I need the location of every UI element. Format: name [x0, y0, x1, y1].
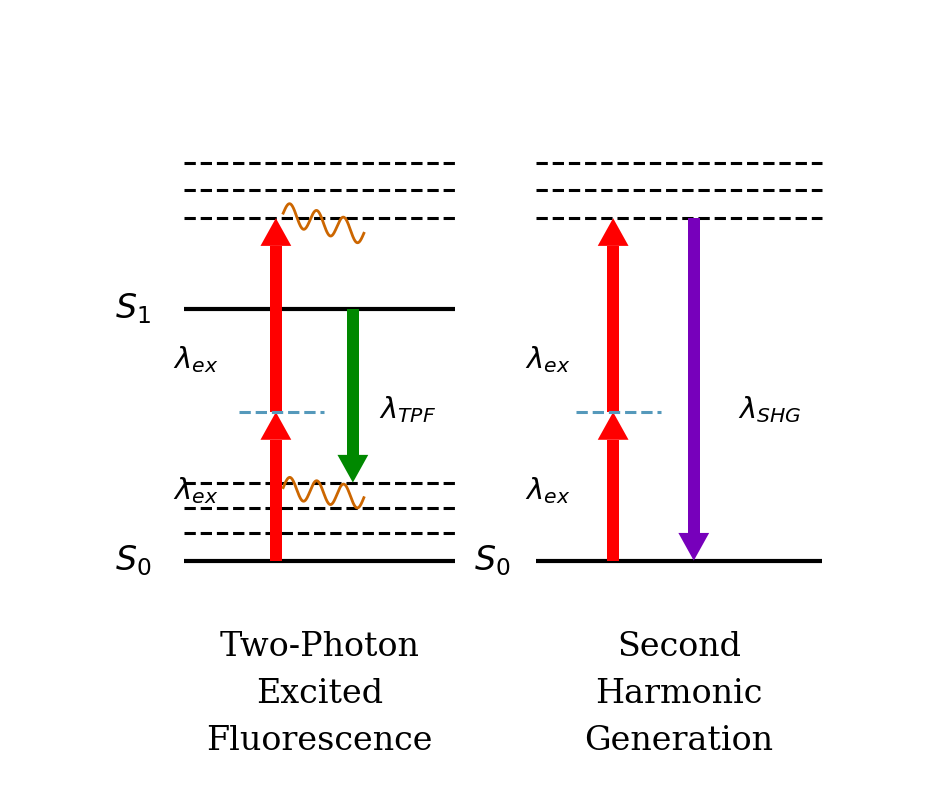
Bar — [347, 309, 359, 455]
Text: $\lambda_{ex}$: $\lambda_{ex}$ — [173, 474, 219, 505]
Text: $\lambda_{ex}$: $\lambda_{ex}$ — [525, 344, 570, 375]
Text: Two-Photon
Excited
Fluorescence: Two-Photon Excited Fluorescence — [206, 631, 433, 757]
Polygon shape — [598, 412, 628, 440]
Text: Second
Harmonic
Generation: Second Harmonic Generation — [585, 631, 774, 757]
Polygon shape — [260, 218, 291, 246]
Text: $S_1$: $S_1$ — [115, 291, 151, 326]
Text: $\lambda_{ex}$: $\lambda_{ex}$ — [173, 344, 219, 375]
Bar — [270, 246, 282, 412]
Polygon shape — [338, 455, 368, 483]
Bar — [607, 246, 619, 412]
Text: $S_0$: $S_0$ — [114, 543, 151, 578]
Text: $\lambda_{ex}$: $\lambda_{ex}$ — [525, 474, 570, 505]
Bar — [607, 440, 619, 560]
Text: $\lambda_{SHG}$: $\lambda_{SHG}$ — [738, 394, 801, 425]
Polygon shape — [598, 218, 628, 246]
Bar — [270, 440, 282, 560]
Text: $\lambda_{TPF}$: $\lambda_{TPF}$ — [378, 394, 436, 425]
Polygon shape — [678, 533, 710, 560]
Polygon shape — [260, 412, 291, 440]
Text: $S_0$: $S_0$ — [474, 543, 511, 578]
Bar — [688, 218, 700, 533]
